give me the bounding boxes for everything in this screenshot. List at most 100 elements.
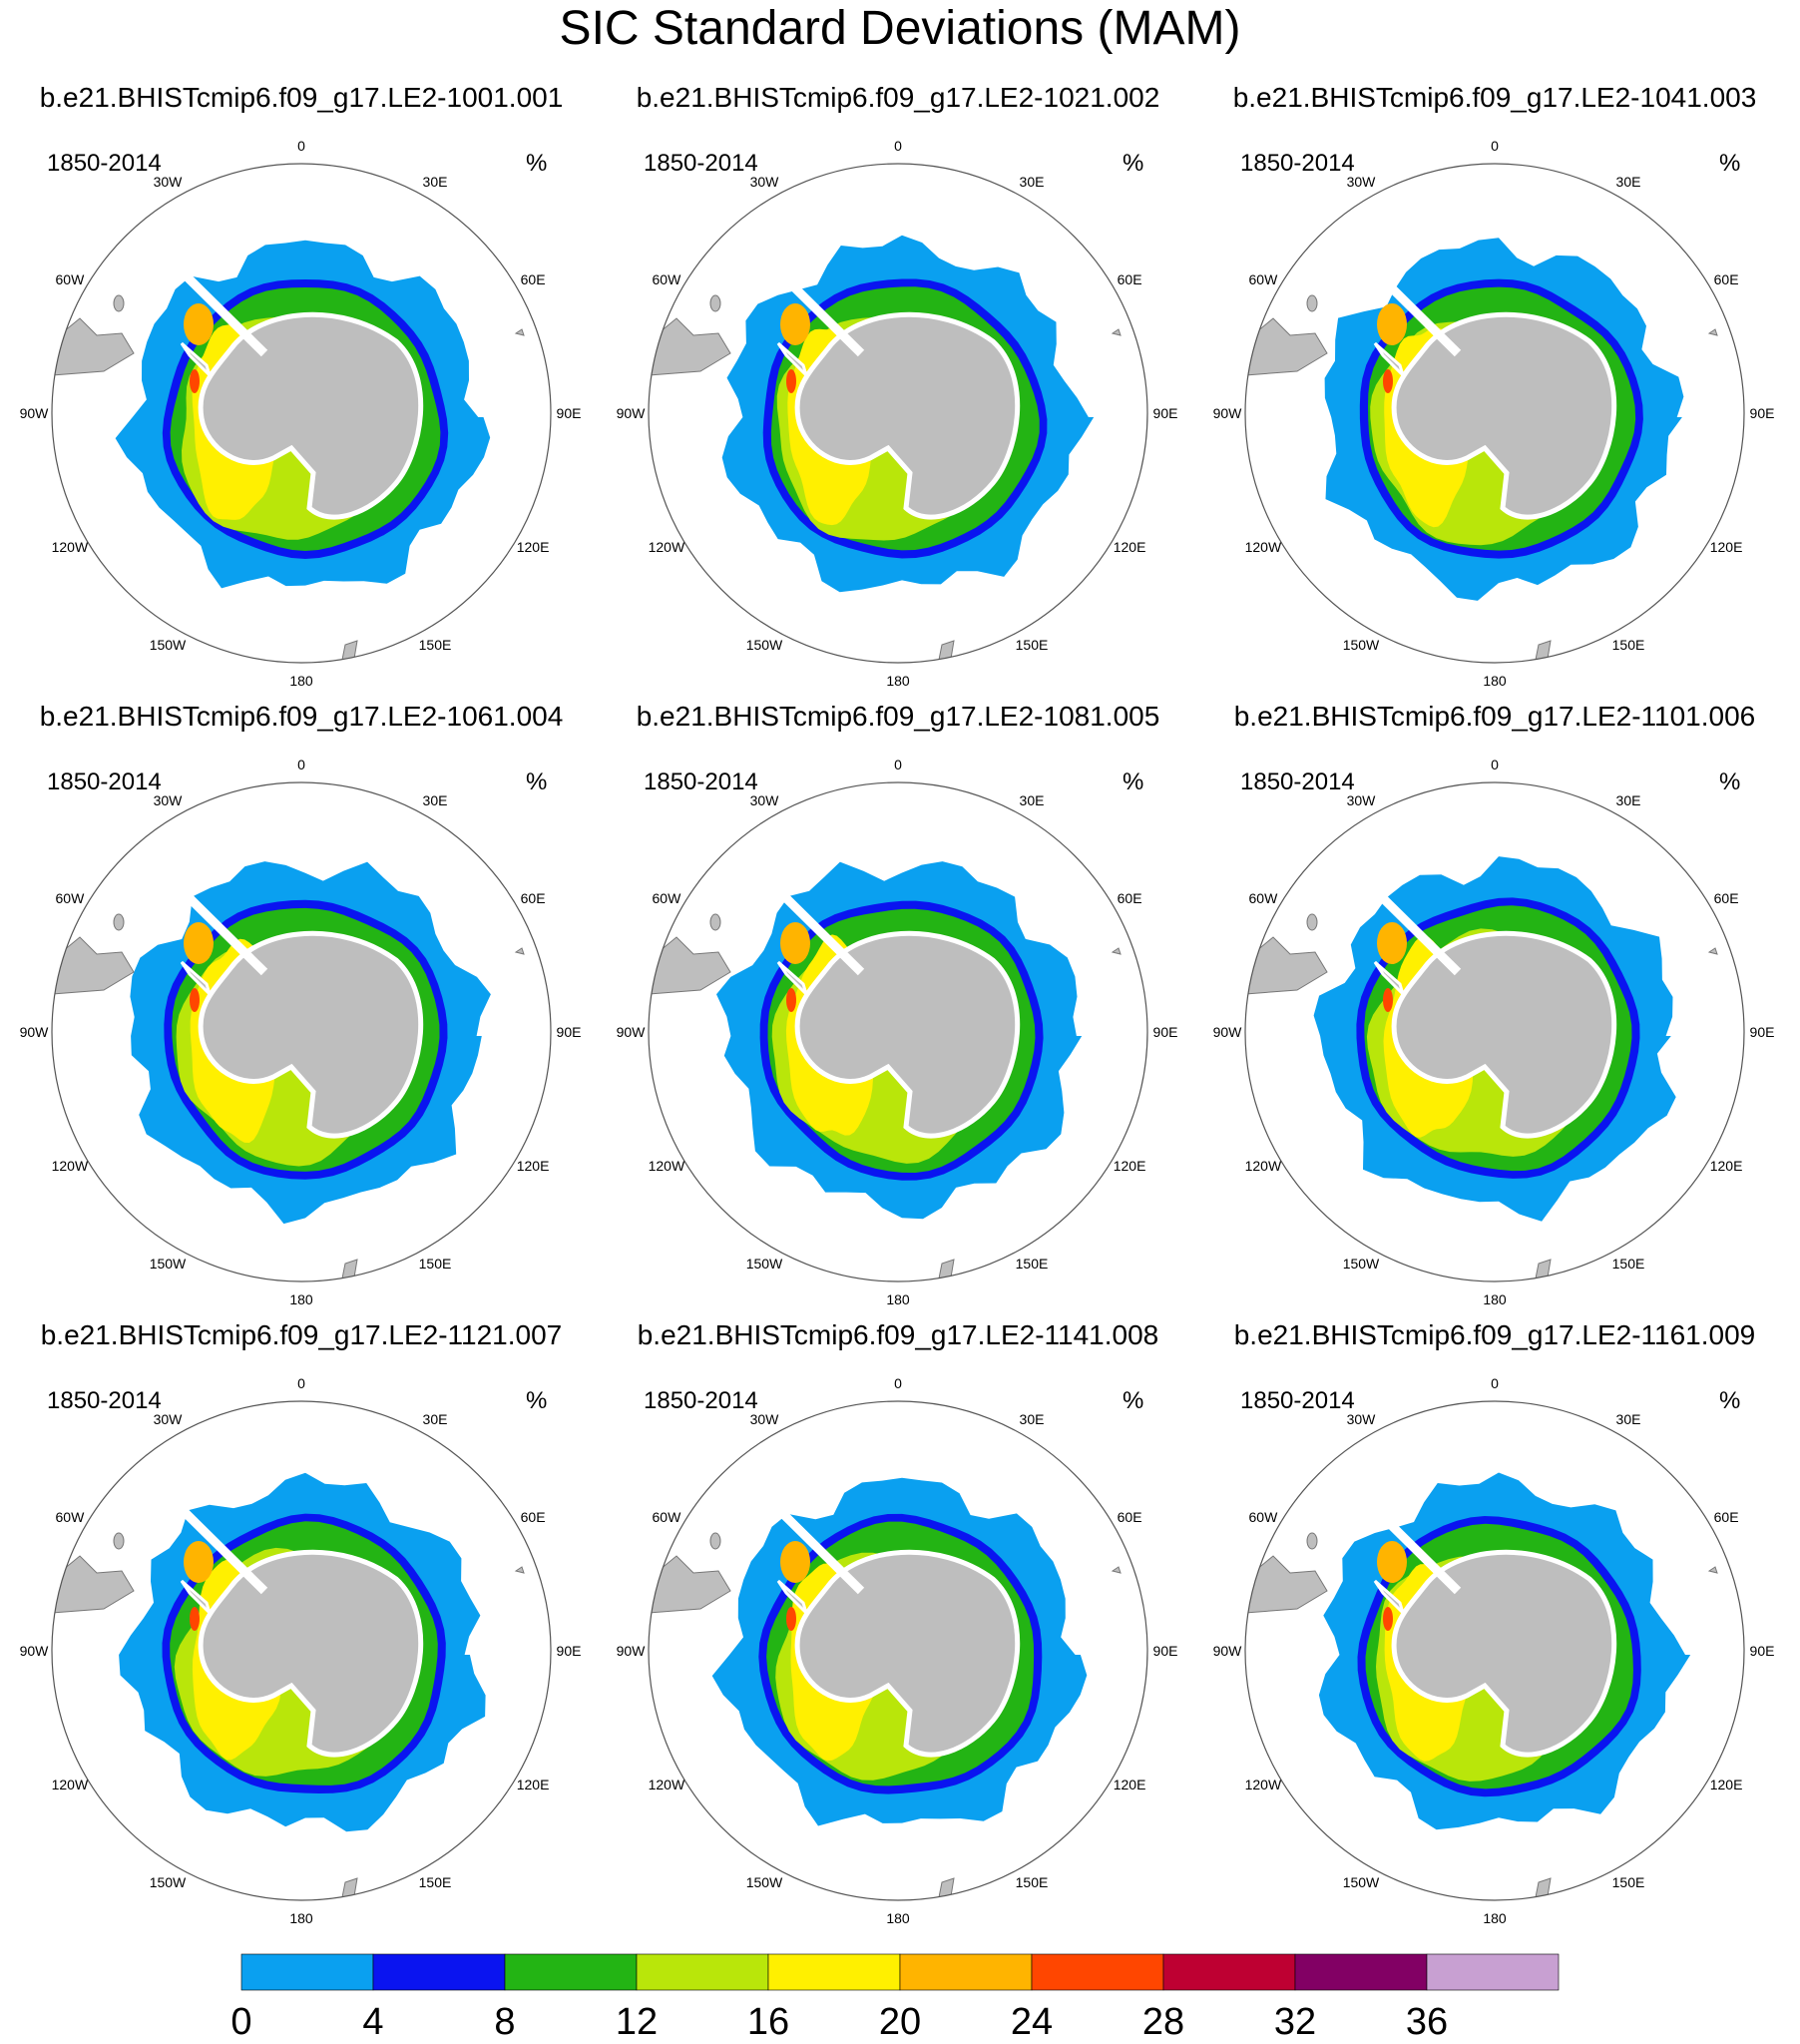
longitude-label: 90W xyxy=(617,1024,647,1040)
panel-period: 1850-2014 xyxy=(47,150,162,177)
south-america-land xyxy=(52,936,135,995)
longitude-label: 120E xyxy=(1114,1777,1146,1792)
antarctica-land xyxy=(198,1549,424,1758)
longitude-label: 120E xyxy=(1114,1158,1146,1174)
longitude-label: 60E xyxy=(1714,271,1739,287)
longitude-label: 150W xyxy=(1343,637,1380,653)
panel-units: % xyxy=(526,1387,547,1414)
map-boundary-circle xyxy=(1244,163,1745,664)
colorbar-label: 4 xyxy=(362,2001,383,2039)
sea-ice-field xyxy=(1245,238,1718,663)
longitude-label: 120E xyxy=(517,1777,550,1792)
data-gap-line xyxy=(1374,1508,1462,1595)
longitude-label: 30W xyxy=(750,792,780,808)
longitude-label: 180 xyxy=(1483,1291,1507,1307)
antarctic-peninsula xyxy=(776,341,808,377)
longitude-label: 30W xyxy=(1347,174,1377,190)
panel-units: % xyxy=(526,768,547,795)
south-america-land xyxy=(1245,936,1328,995)
longitude-label: 0 xyxy=(1491,757,1499,772)
longitude-label: 0 xyxy=(297,757,305,772)
longitude-label: 180 xyxy=(1483,1910,1507,1926)
new-zealand-land xyxy=(1534,1259,1552,1281)
antarctica-land xyxy=(198,930,424,1139)
longitude-label: 60W xyxy=(56,1509,86,1525)
south-america-land xyxy=(52,317,135,376)
longitude-label: 60E xyxy=(1714,890,1739,906)
longitude-label: 120E xyxy=(517,539,550,555)
map-panel: b.e21.BHISTcmip6.f09_g17.LE2-1021.002 185… xyxy=(617,82,1178,689)
map-boundary-circle xyxy=(648,1400,1148,1901)
map-panel: b.e21.BHISTcmip6.f09_g17.LE2-1081.005 185… xyxy=(617,701,1178,1307)
map-panels: b.e21.BHISTcmip6.f09_g17.LE2-1001.001 185… xyxy=(20,82,1775,1926)
kerguelen-island xyxy=(1707,328,1718,336)
sea-ice-field xyxy=(1245,856,1718,1281)
colorbar-label: 32 xyxy=(1274,2001,1316,2039)
falkland-islands xyxy=(1306,913,1318,931)
kerguelen-island xyxy=(1707,947,1718,955)
longitude-label: 150E xyxy=(1612,637,1645,653)
map-boundary-circle xyxy=(51,781,552,1282)
longitude-label: 120W xyxy=(649,539,685,555)
longitude-label: 0 xyxy=(894,138,902,154)
colorbar-swatch xyxy=(1426,1953,1560,1991)
longitude-label: 60E xyxy=(1118,890,1142,906)
longitude-label: 30E xyxy=(423,174,448,190)
longitude-label: 120W xyxy=(52,1777,89,1792)
colorbar-swatch xyxy=(1294,1953,1428,1991)
new-zealand-land xyxy=(937,1259,955,1281)
longitude-label: 90W xyxy=(20,405,50,421)
antarctica-land xyxy=(794,930,1021,1139)
panel-period: 1850-2014 xyxy=(47,1387,162,1414)
figure-title: SIC Standard Deviations (MAM) xyxy=(560,2,1241,55)
longitude-label: 60E xyxy=(521,1509,546,1525)
contour-fill-24-28 xyxy=(1383,988,1393,1012)
colorbar-label: 20 xyxy=(879,2001,921,2039)
longitude-label: 120W xyxy=(52,1158,89,1174)
antarctica-land xyxy=(198,311,424,520)
longitude-label: 30E xyxy=(1020,174,1045,190)
kerguelen-island xyxy=(514,328,525,336)
longitude-label: 120E xyxy=(1710,1158,1743,1174)
panel-period: 1850-2014 xyxy=(1240,1387,1355,1414)
longitude-label: 30W xyxy=(154,792,184,808)
sea-ice-field xyxy=(649,1477,1122,1900)
map-panel: b.e21.BHISTcmip6.f09_g17.LE2-1001.001 185… xyxy=(20,82,582,689)
map-panel: b.e21.BHISTcmip6.f09_g17.LE2-1161.009 185… xyxy=(1213,1319,1775,1926)
longitude-label: 120E xyxy=(1710,1777,1743,1792)
longitude-label: 120E xyxy=(1114,539,1146,555)
longitude-label: 30W xyxy=(750,174,780,190)
contour-fill-20-24 xyxy=(184,1541,214,1583)
falkland-islands xyxy=(113,1532,125,1550)
longitude-label: 90W xyxy=(20,1024,50,1040)
longitude-label: 0 xyxy=(1491,138,1499,154)
longitude-label: 30E xyxy=(1616,1411,1641,1427)
longitude-label: 150E xyxy=(1016,637,1049,653)
antarctic-peninsula xyxy=(776,960,808,996)
colorbar-swatch xyxy=(1162,1953,1296,1991)
longitude-label: 60W xyxy=(653,890,682,906)
panel-period: 1850-2014 xyxy=(644,768,758,795)
longitude-label: 0 xyxy=(894,1375,902,1391)
colorbar-label: 16 xyxy=(747,2001,789,2039)
longitude-label: 90E xyxy=(1750,1024,1775,1040)
new-zealand-land xyxy=(1534,640,1552,663)
longitude-label: 30E xyxy=(423,1411,448,1427)
longitude-label: 90E xyxy=(557,1643,582,1659)
panel-units: % xyxy=(1719,768,1740,795)
colorbar-label: 36 xyxy=(1406,2001,1448,2039)
panel-period: 1850-2014 xyxy=(1240,150,1355,177)
longitude-label: 150E xyxy=(419,1256,452,1272)
longitude-label: 60W xyxy=(56,271,86,287)
contour-fill-24-28 xyxy=(190,369,200,393)
longitude-label: 120E xyxy=(1710,539,1743,555)
longitude-label: 0 xyxy=(894,757,902,772)
map-panel: b.e21.BHISTcmip6.f09_g17.LE2-1061.004 185… xyxy=(20,701,582,1307)
panel-case-title: b.e21.BHISTcmip6.f09_g17.LE2-1001.001 xyxy=(40,82,564,113)
sea-ice-field xyxy=(649,861,1122,1281)
longitude-label: 60E xyxy=(1118,271,1142,287)
kerguelen-island xyxy=(1111,947,1122,955)
sea-ice-field xyxy=(52,861,525,1281)
longitude-label: 90E xyxy=(1153,1024,1178,1040)
new-zealand-land xyxy=(937,1877,955,1900)
